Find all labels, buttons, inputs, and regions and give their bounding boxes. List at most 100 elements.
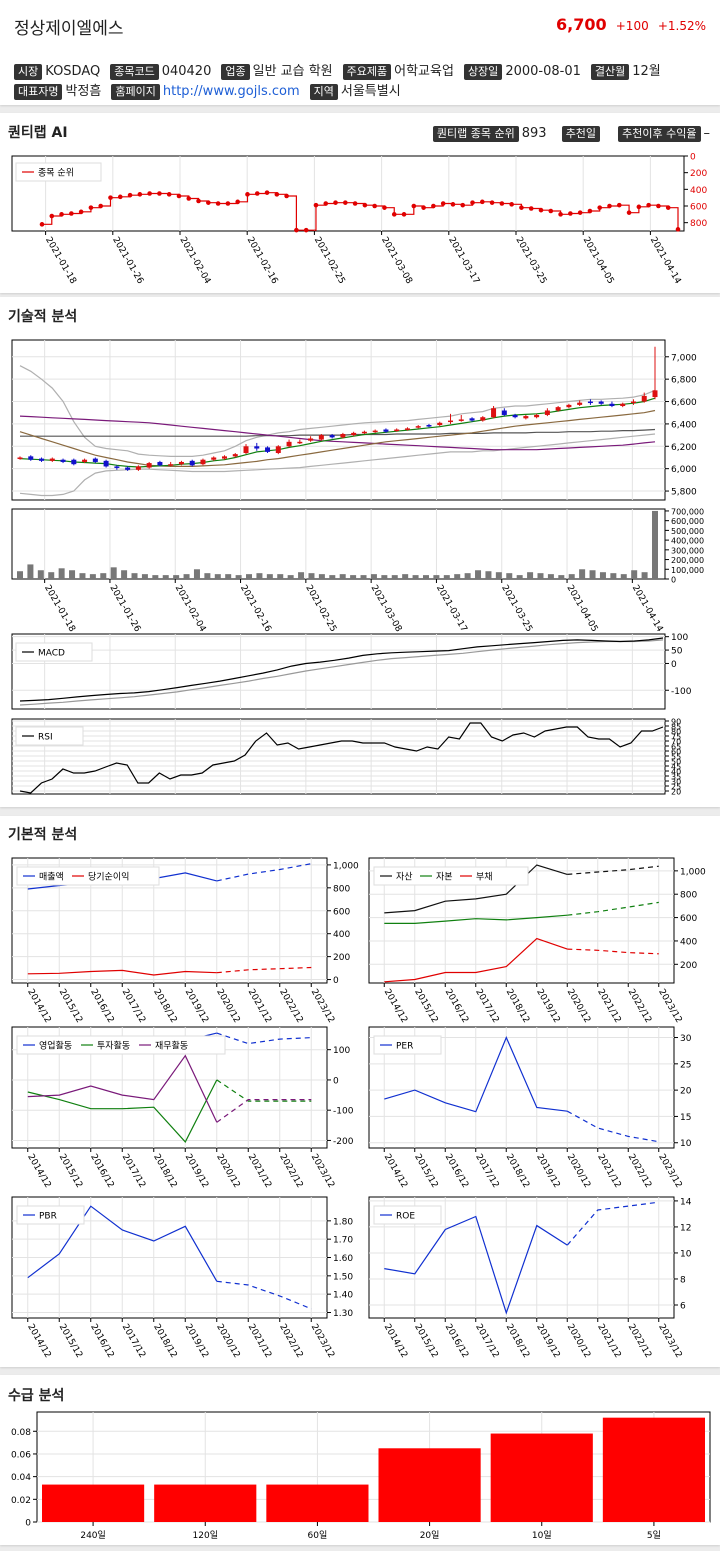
candle-body xyxy=(555,407,561,411)
y-tick-label: 14 xyxy=(680,1197,692,1207)
y-tick-label: 1,000 xyxy=(680,867,706,877)
candle-body xyxy=(383,429,389,432)
y-tick-label: -100 xyxy=(333,1107,354,1117)
candle-body xyxy=(125,467,131,470)
legend-box xyxy=(16,1205,85,1225)
series-line-projection xyxy=(567,865,659,875)
info-value: 12월 xyxy=(632,64,661,79)
y-tick-label: 20 xyxy=(680,1087,692,1097)
y-tick-label: -100 xyxy=(671,687,692,697)
series-line-actual xyxy=(384,937,568,983)
x-tick-label: 2020/12 xyxy=(565,988,592,1025)
y-tick-label: 6 xyxy=(680,1301,686,1311)
y-tick-label: 12 xyxy=(680,1223,691,1233)
y-tick-label: 6,200 xyxy=(671,443,697,453)
volume-bar xyxy=(256,573,263,579)
x-tick-label: 240일 xyxy=(80,1530,105,1541)
x-tick-label: 2017/12 xyxy=(120,1153,147,1190)
x-tick-label: 2022/12 xyxy=(626,988,653,1025)
candle-body xyxy=(221,456,227,459)
current-price: 6,700 xyxy=(556,15,607,34)
candle-body xyxy=(318,435,324,440)
volume-bar xyxy=(454,574,461,579)
x-tick-label: 2016/12 xyxy=(88,1153,115,1190)
macd-line xyxy=(19,637,664,702)
rank-point xyxy=(362,202,368,208)
x-tick-label: 2021/12 xyxy=(246,988,273,1025)
rank-point xyxy=(587,208,593,214)
x-tick-label: 2021-04-14 xyxy=(630,584,665,635)
legend-entry: 종목 순위 xyxy=(38,168,74,179)
rank-value: 893 xyxy=(521,126,547,141)
x-tick-label: 2017/12 xyxy=(473,1323,500,1360)
x-tick-label: 2021-02-16 xyxy=(245,236,280,287)
rank-point xyxy=(450,202,456,207)
y-tick-label: 1.30 xyxy=(333,1309,353,1319)
stock-name: 정상제이엘에스 xyxy=(14,19,124,39)
legend-entry: 매출액 xyxy=(39,871,64,883)
candle-body xyxy=(135,466,141,470)
rank-point xyxy=(166,192,172,197)
x-tick-label: 2021-03-08 xyxy=(369,584,404,635)
y-tick-label: 800 xyxy=(333,884,350,894)
legend-entry: MACD xyxy=(38,649,65,659)
homepage-link[interactable]: http://www.gojls.com xyxy=(162,84,300,99)
rank-point xyxy=(147,191,152,196)
x-tick-label: 2017/12 xyxy=(120,1323,147,1360)
supply-bar xyxy=(602,1417,705,1522)
candle-body xyxy=(523,416,529,419)
x-tick-label: 2023/12 xyxy=(656,1153,683,1190)
series-line-projection xyxy=(216,1079,312,1102)
volume-bar xyxy=(422,575,429,579)
rank-point xyxy=(401,212,407,217)
y-tick-label: 75 xyxy=(671,733,681,742)
volume-bar xyxy=(579,569,586,579)
candle-body xyxy=(534,414,540,418)
rank-point xyxy=(499,201,505,206)
rank-point xyxy=(78,209,84,215)
x-tick-label: 2016/12 xyxy=(88,1323,115,1360)
x-tick-label: 60일 xyxy=(308,1530,328,1541)
info-label: 업종 xyxy=(221,64,250,80)
legend-entry: 당기순이익 xyxy=(88,871,129,883)
series-line-projection xyxy=(216,1280,312,1310)
volume-bar xyxy=(225,574,232,579)
x-tick-label: 2021/12 xyxy=(595,1323,622,1360)
x-tick-label: 2021-04-14 xyxy=(648,236,683,287)
volume-bar xyxy=(391,575,398,579)
volume-bar xyxy=(527,572,534,579)
rank-point xyxy=(509,202,514,207)
legend-entry: 영업활동 xyxy=(39,1040,72,1052)
y-tick-label: 500,000 xyxy=(671,527,704,536)
y-tick-label: 45 xyxy=(671,763,681,772)
y-tick-label: 1.60 xyxy=(333,1254,353,1264)
rank-point xyxy=(333,200,338,205)
candle-body xyxy=(437,422,443,426)
y-tick-label: 0 xyxy=(25,1519,31,1529)
series-line-actual xyxy=(27,1054,218,1123)
y-tick-label: 600 xyxy=(680,914,697,924)
rank-point xyxy=(323,201,329,206)
x-tick-label: 2019/12 xyxy=(183,1153,210,1190)
volume-bar xyxy=(173,575,180,579)
series-line-projection xyxy=(216,1099,312,1123)
rank-point xyxy=(675,227,681,232)
y-tick-label: 600,000 xyxy=(671,517,704,526)
y-tick-label: 0 xyxy=(333,976,339,986)
candle-body xyxy=(92,458,98,462)
rank-point xyxy=(372,203,377,209)
x-tick-label: 2022/12 xyxy=(277,988,304,1025)
x-tick-label: 2021-01-18 xyxy=(42,584,77,635)
legend-entry: ROE xyxy=(396,1212,415,1222)
info-label: 홈페이지 xyxy=(111,84,160,100)
volume-bar xyxy=(204,573,211,579)
legend-box xyxy=(373,1205,442,1225)
volume-bar xyxy=(641,572,648,579)
y-tick-label: 5,800 xyxy=(671,488,697,498)
legend-box xyxy=(15,162,102,182)
plot-frame xyxy=(11,339,666,501)
x-tick-label: 2022/12 xyxy=(277,1153,304,1190)
rank-point xyxy=(235,199,240,205)
rank-point xyxy=(127,192,133,198)
